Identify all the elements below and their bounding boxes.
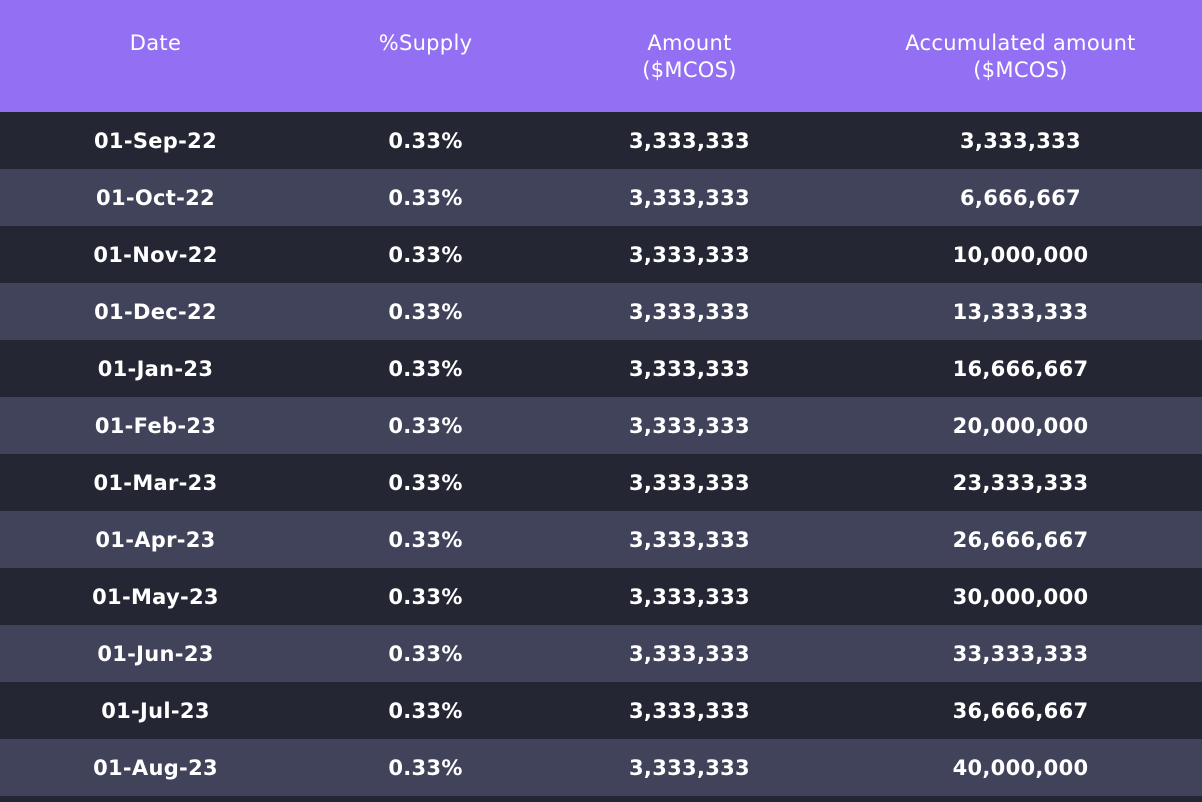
column-header-date: Date (129, 31, 182, 55)
table-row: 01-Jun-23 0.33% 3,333,333 33,333,333 (0, 625, 1202, 682)
date-cell: 01-Sep-22 (94, 128, 217, 153)
amount-cell: 3,333,333 (629, 242, 750, 267)
table-row: 01-Sep-22 0.33% 3,333,333 3,333,333 (0, 112, 1202, 169)
column-header-accumulated: Accumulated amount ($MCOS) (905, 31, 1136, 82)
supply-cell: 0.33% (388, 242, 463, 267)
supply-cell: 0.33% (388, 299, 463, 324)
accumulated-cell: 30,000,000 (952, 584, 1089, 609)
date-cell: 01-Feb-23 (94, 413, 217, 438)
amount-cell: 3,333,333 (629, 641, 750, 666)
amount-cell: 3,333,333 (629, 698, 750, 723)
table-row: 01-Dec-22 0.33% 3,333,333 13,333,333 (0, 283, 1202, 340)
column-header-amount: Amount ($MCOS) (642, 31, 737, 82)
amount-cell: 3,333,333 (629, 527, 750, 552)
table-body: 01-Sep-22 0.33% 3,333,333 3,333,333 01-Oct-2… (0, 112, 1202, 796)
date-cell: 01-Jan-23 (97, 356, 214, 381)
supply-cell: 0.33% (388, 698, 463, 723)
amount-cell: 3,333,333 (629, 128, 750, 153)
supply-cell: 0.33% (388, 470, 463, 495)
date-cell: 01-Oct-22 (96, 185, 215, 210)
amount-cell: 3,333,333 (629, 185, 750, 210)
table-header: Date %Supply Amount ($MCOS) Accumulated … (0, 0, 1202, 112)
accumulated-cell: 26,666,667 (952, 527, 1089, 552)
amount-cell: 3,333,333 (629, 299, 750, 324)
accumulated-cell: 10,000,000 (952, 242, 1089, 267)
amount-cell: 3,333,333 (629, 413, 750, 438)
table-row: 01-Nov-22 0.33% 3,333,333 10,000,000 (0, 226, 1202, 283)
accumulated-cell: 40,000,000 (952, 755, 1089, 780)
date-cell: 01-Jun-23 (97, 641, 214, 666)
date-cell: 01-Apr-23 (95, 527, 216, 552)
supply-cell: 0.33% (388, 185, 463, 210)
amount-cell: 3,333,333 (629, 470, 750, 495)
supply-cell: 0.33% (388, 128, 463, 153)
table-row: 01-Jan-23 0.33% 3,333,333 16,666,667 (0, 340, 1202, 397)
amount-cell: 3,333,333 (629, 356, 750, 381)
table-row: 01-Oct-22 0.33% 3,333,333 6,666,667 (0, 169, 1202, 226)
supply-cell: 0.33% (388, 755, 463, 780)
accumulated-cell: 20,000,000 (952, 413, 1089, 438)
accumulated-cell: 23,333,333 (952, 470, 1089, 495)
supply-cell: 0.33% (388, 527, 463, 552)
date-cell: 01-Mar-23 (93, 470, 218, 495)
supply-cell: 0.33% (388, 356, 463, 381)
supply-cell: 0.33% (388, 413, 463, 438)
accumulated-cell: 6,666,667 (960, 185, 1081, 210)
accumulated-cell: 33,333,333 (952, 641, 1089, 666)
date-cell: 01-Dec-22 (94, 299, 217, 324)
accumulated-cell: 16,666,667 (952, 356, 1089, 381)
date-cell: 01-Jul-23 (101, 698, 210, 723)
table-row: 01-Aug-23 0.33% 3,333,333 40,000,000 (0, 739, 1202, 796)
accumulated-cell: 3,333,333 (960, 128, 1081, 153)
amount-cell: 3,333,333 (629, 755, 750, 780)
date-cell: 01-May-23 (92, 584, 219, 609)
supply-cell: 0.33% (388, 641, 463, 666)
table-row: 01-Mar-23 0.33% 3,333,333 23,333,333 (0, 454, 1202, 511)
table-row: 01-Jul-23 0.33% 3,333,333 36,666,667 (0, 682, 1202, 739)
supply-cell: 0.33% (388, 584, 463, 609)
accumulated-cell: 36,666,667 (952, 698, 1089, 723)
date-cell: 01-Aug-23 (93, 755, 218, 780)
table-row: 01-May-23 0.33% 3,333,333 30,000,000 (0, 568, 1202, 625)
table-row: 01-Feb-23 0.33% 3,333,333 20,000,000 (0, 397, 1202, 454)
table-row: 01-Apr-23 0.33% 3,333,333 26,666,667 (0, 511, 1202, 568)
accumulated-cell: 13,333,333 (952, 299, 1089, 324)
amount-cell: 3,333,333 (629, 584, 750, 609)
column-header-supply: %Supply (378, 31, 473, 55)
date-cell: 01-Nov-22 (93, 242, 218, 267)
